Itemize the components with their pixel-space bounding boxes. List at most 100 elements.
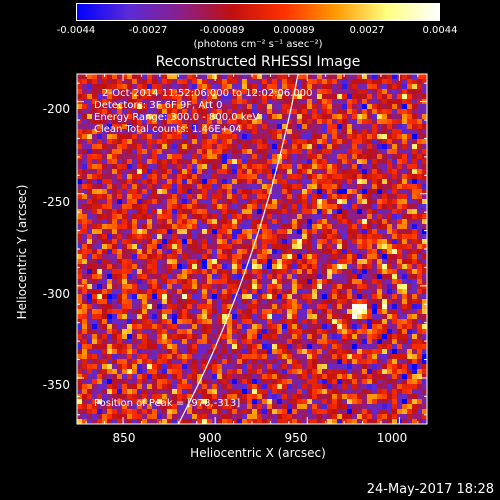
- heatmap-cell: [212, 369, 218, 375]
- heatmap-cell: [122, 389, 128, 395]
- heatmap-cell: [277, 369, 283, 375]
- heatmap-cell: [332, 299, 338, 305]
- heatmap-cell: [372, 94, 378, 100]
- heatmap-cell: [402, 219, 408, 225]
- heatmap-cell: [387, 404, 393, 410]
- heatmap-cell: [77, 379, 83, 385]
- heatmap-cell: [417, 289, 423, 295]
- heatmap-cell: [372, 289, 378, 295]
- heatmap-cell: [267, 214, 273, 220]
- heatmap-cell: [402, 254, 408, 260]
- heatmap-cell: [267, 114, 273, 120]
- heatmap-cell: [342, 414, 348, 420]
- heatmap-cell: [362, 249, 368, 255]
- heatmap-cell: [352, 324, 358, 330]
- heatmap-cell: [247, 344, 253, 350]
- heatmap-cell: [212, 89, 218, 95]
- heatmap-cell: [132, 169, 138, 175]
- heatmap-cell: [352, 264, 358, 270]
- heatmap-cell: [252, 309, 258, 315]
- heatmap-cell: [132, 154, 138, 160]
- heatmap-cell: [407, 119, 413, 125]
- heatmap-cell: [327, 309, 333, 315]
- heatmap-cell: [182, 239, 188, 245]
- heatmap-cell: [327, 249, 333, 255]
- heatmap-cell: [142, 229, 148, 235]
- heatmap-cell: [152, 374, 158, 380]
- heatmap-cell: [422, 169, 428, 175]
- heatmap-cell: [167, 144, 173, 150]
- heatmap-cell: [187, 419, 193, 425]
- heatmap-cell: [127, 219, 133, 225]
- heatmap-cell: [182, 149, 188, 155]
- heatmap-cell: [267, 234, 273, 240]
- heatmap-cell: [277, 119, 283, 125]
- heatmap-cell: [137, 224, 143, 230]
- heatmap-cell: [297, 374, 303, 380]
- heatmap-cell: [257, 284, 263, 290]
- heatmap-cell: [292, 79, 298, 85]
- heatmap-cell: [157, 94, 163, 100]
- heatmap-cell: [97, 334, 103, 340]
- heatmap-cell: [97, 224, 103, 230]
- heatmap-cell: [287, 349, 293, 355]
- heatmap-cell: [367, 149, 373, 155]
- heatmap-cell: [377, 389, 383, 395]
- heatmap-cell: [267, 204, 273, 210]
- heatmap-cell: [227, 174, 233, 180]
- heatmap-cell: [112, 214, 118, 220]
- heatmap-cell: [232, 354, 238, 360]
- heatmap-cell: [277, 409, 283, 415]
- heatmap-cell: [367, 244, 373, 250]
- heatmap-cell: [342, 409, 348, 415]
- heatmap-cell: [402, 329, 408, 335]
- heatmap-cell: [297, 134, 303, 140]
- heatmap-cell: [422, 89, 428, 95]
- heatmap-cell: [87, 139, 93, 145]
- heatmap-cell: [82, 309, 88, 315]
- heatmap-cell: [137, 179, 143, 185]
- heatmap-cell: [162, 209, 168, 215]
- heatmap-cell: [272, 299, 278, 305]
- heatmap-cell: [362, 289, 368, 295]
- heatmap-cell: [297, 344, 303, 350]
- heatmap-cell: [407, 109, 413, 115]
- heatmap-cell: [112, 134, 118, 140]
- heatmap-cell: [172, 359, 178, 365]
- heatmap-cell: [382, 104, 388, 110]
- heatmap-cell: [162, 204, 168, 210]
- heatmap-cell: [157, 204, 163, 210]
- heatmap-cell: [372, 209, 378, 215]
- heatmap-cell: [262, 294, 268, 300]
- heatmap-cell: [322, 384, 328, 390]
- heatmap-cell: [222, 249, 228, 255]
- heatmap-cell: [352, 174, 358, 180]
- heatmap-cell: [272, 99, 278, 105]
- heatmap-cell: [92, 379, 98, 385]
- heatmap-cell: [117, 204, 123, 210]
- heatmap-cell: [147, 414, 153, 420]
- heatmap-cell: [102, 384, 108, 390]
- heatmap-cell: [92, 284, 98, 290]
- heatmap-cell: [162, 194, 168, 200]
- heatmap-cell: [162, 399, 168, 405]
- heatmap-cell: [352, 354, 358, 360]
- heatmap-cell: [157, 404, 163, 410]
- heatmap-cell: [382, 214, 388, 220]
- heatmap-cell: [347, 394, 353, 400]
- heatmap-cell: [422, 399, 428, 405]
- heatmap-cell: [377, 299, 383, 305]
- heatmap-cell: [382, 289, 388, 295]
- heatmap-cell: [272, 129, 278, 135]
- heatmap-cell: [187, 169, 193, 175]
- heatmap-cell: [147, 209, 153, 215]
- heatmap-cell: [307, 334, 313, 340]
- heatmap-cell: [272, 329, 278, 335]
- heatmap-cell: [422, 254, 428, 260]
- heatmap-cell: [157, 114, 163, 120]
- heatmap-cell: [82, 214, 88, 220]
- heatmap-cell: [167, 419, 173, 425]
- heatmap-cell: [142, 279, 148, 285]
- heatmap-cell: [307, 249, 313, 255]
- heatmap-cell: [257, 179, 263, 185]
